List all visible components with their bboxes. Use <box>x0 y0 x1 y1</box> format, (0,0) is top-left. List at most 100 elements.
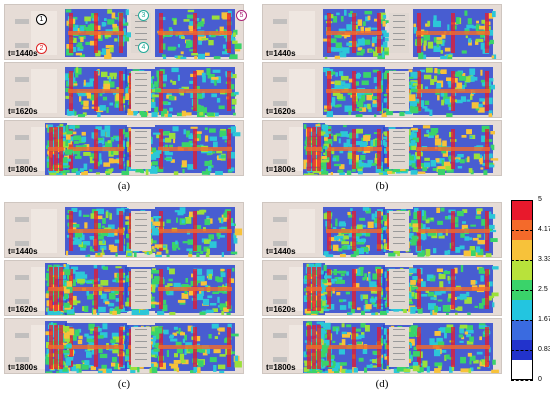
density-cell <box>201 91 205 98</box>
density-cell <box>174 353 178 358</box>
density-cell <box>179 353 185 360</box>
exit-marker: 2 <box>36 43 47 54</box>
density-cell <box>440 289 446 294</box>
density-cell <box>378 170 383 175</box>
density-cell <box>323 134 329 138</box>
density-cell <box>112 25 119 32</box>
density-cell <box>386 366 389 370</box>
density-cell <box>222 44 226 49</box>
density-cell <box>324 138 333 144</box>
stair-block <box>15 333 29 338</box>
density-cell <box>323 292 328 295</box>
density-cell <box>373 51 379 57</box>
density-cell <box>469 355 476 361</box>
density-cell <box>362 48 365 54</box>
density-cell <box>221 217 224 224</box>
density-cell <box>387 170 392 174</box>
time-label: t=1800s <box>8 165 38 174</box>
density-cell <box>448 280 451 284</box>
density-cell <box>86 291 90 296</box>
high-density-corridor <box>68 229 124 233</box>
density-cell <box>381 113 387 117</box>
stair-step <box>135 231 147 232</box>
density-cell <box>373 303 377 307</box>
density-cell <box>331 278 335 284</box>
density-cell <box>341 339 346 346</box>
density-cell <box>108 158 114 164</box>
heatmap-strip: t=1440s <box>262 202 502 258</box>
density-cell <box>184 334 187 341</box>
density-cell <box>173 326 178 330</box>
density-cell <box>156 70 159 78</box>
stair-step <box>135 21 147 22</box>
density-cell <box>479 98 485 102</box>
density-cell <box>86 335 95 339</box>
stair-step <box>135 341 147 342</box>
density-cell <box>334 35 339 38</box>
density-cell <box>185 217 192 224</box>
density-cell <box>333 362 340 369</box>
density-cell <box>123 28 126 36</box>
density-cell <box>383 297 387 300</box>
density-cell <box>113 362 119 370</box>
density-cell <box>468 168 473 173</box>
density-cell <box>99 353 108 359</box>
density-cell <box>153 216 162 219</box>
stair-block <box>15 135 29 140</box>
density-cell <box>323 157 330 162</box>
density-cell <box>205 253 210 257</box>
density-cell <box>205 284 208 288</box>
density-cell <box>410 71 418 79</box>
stair-step <box>393 329 405 330</box>
density-cell <box>339 342 345 346</box>
stair-block <box>273 241 287 246</box>
stair-block <box>15 19 29 24</box>
density-cell <box>385 70 393 74</box>
density-cell <box>154 106 159 114</box>
density-cell <box>99 332 108 338</box>
density-cell <box>411 341 415 346</box>
density-cell <box>419 250 425 257</box>
stair-step <box>393 243 405 244</box>
density-cell <box>222 51 229 55</box>
density-cell <box>90 213 97 219</box>
lobby-area <box>289 11 315 55</box>
density-cell <box>361 137 364 141</box>
exit-marker: 1 <box>36 14 47 25</box>
density-cell <box>465 76 471 83</box>
density-cell <box>108 77 112 83</box>
density-cell <box>364 92 373 95</box>
density-cell <box>337 248 343 252</box>
density-cell <box>327 71 336 75</box>
density-cell <box>372 100 377 104</box>
density-cell <box>409 158 416 165</box>
density-cell <box>435 158 440 163</box>
density-cell <box>464 82 467 88</box>
density-cell <box>101 137 105 145</box>
density-cell <box>197 268 203 275</box>
density-cell <box>77 114 85 117</box>
density-cell <box>424 108 430 112</box>
density-cell <box>344 83 351 89</box>
density-cell <box>414 207 419 215</box>
density-cell <box>434 349 441 357</box>
density-cell <box>362 348 368 354</box>
density-cell <box>65 125 69 132</box>
density-cell <box>162 74 167 82</box>
density-cell <box>427 291 434 297</box>
density-cell <box>233 112 236 116</box>
density-cell <box>437 95 440 101</box>
density-cell <box>466 129 472 135</box>
density-cell <box>62 326 70 332</box>
density-cell <box>492 302 495 308</box>
density-cell <box>63 264 66 267</box>
density-cell <box>475 24 481 30</box>
density-cell <box>411 84 415 87</box>
density-cell <box>348 110 352 115</box>
density-cell <box>50 174 54 175</box>
density-cell <box>321 171 329 175</box>
heatmap-strip: t=1620s <box>4 260 244 316</box>
density-cell <box>189 21 196 26</box>
stair-step <box>393 225 405 226</box>
density-cell <box>361 332 365 335</box>
